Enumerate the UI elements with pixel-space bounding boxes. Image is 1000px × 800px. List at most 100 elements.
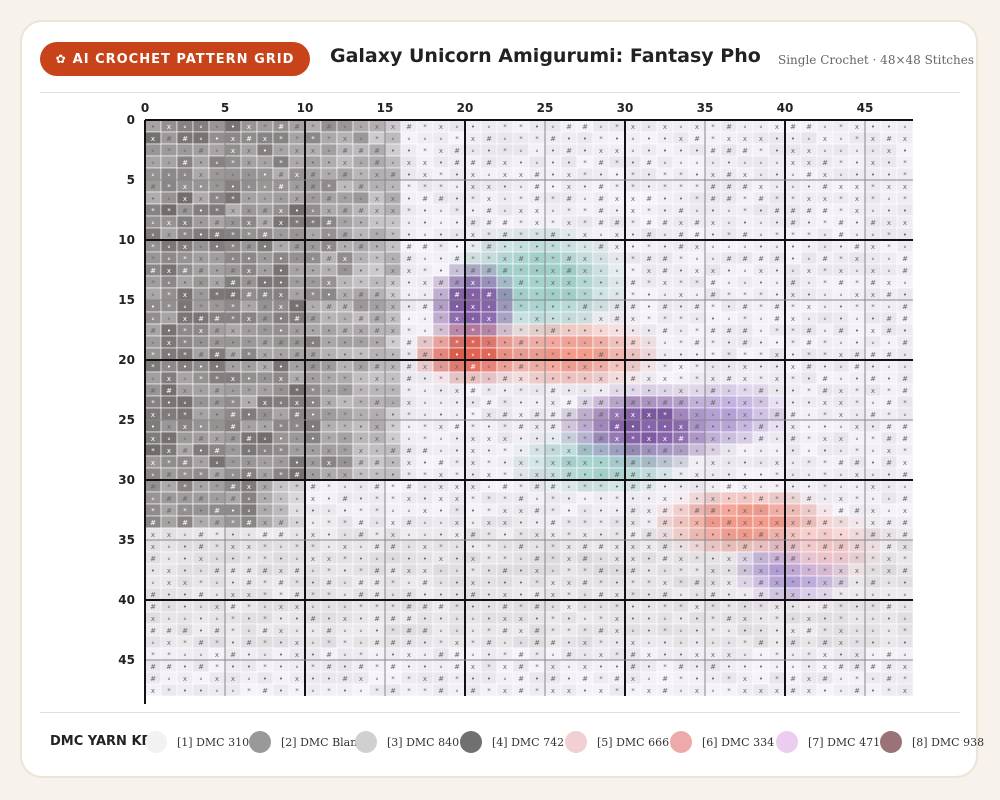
svg-text:∘: ∘ [599,447,603,455]
svg-text:*: * [583,207,587,215]
svg-text:#: # [534,603,540,611]
svg-text:∘: ∘ [311,567,315,575]
svg-text:#: # [790,411,796,419]
svg-text:x: x [391,291,395,299]
svg-text:•: • [295,459,299,467]
svg-text:#: # [246,579,252,587]
svg-text:•: • [631,423,635,431]
svg-text:x: x [839,183,843,191]
svg-text:x: x [375,171,379,179]
svg-text:x: x [615,615,619,623]
svg-text:∘: ∘ [695,591,699,599]
svg-text:*: * [727,231,731,239]
svg-text:∘: ∘ [439,663,443,671]
svg-text:x: x [247,159,251,167]
svg-text:#: # [230,483,236,491]
svg-text:∘: ∘ [279,495,283,503]
svg-text:•: • [423,495,427,503]
legend-item: [2] DMC Blanc [249,731,363,753]
svg-text:∘: ∘ [215,687,219,695]
svg-text:x: x [903,135,907,143]
svg-text:∘: ∘ [807,507,811,515]
svg-text:x: x [583,255,587,263]
svg-text:x: x [199,171,203,179]
svg-text:#: # [294,411,300,419]
svg-text:#: # [534,639,540,647]
svg-text:*: * [823,411,827,419]
svg-text:*: * [807,435,811,443]
legend-label: [2] DMC Blanc [281,736,363,749]
svg-text:∘: ∘ [487,483,491,491]
row-label: 35 [118,533,135,547]
svg-text:•: • [727,435,731,443]
svg-text:x: x [519,207,523,215]
svg-text:#: # [662,519,668,527]
svg-text:*: * [759,291,763,299]
svg-text:∘: ∘ [151,375,155,383]
svg-text:*: * [231,195,235,203]
svg-text:•: • [455,447,459,455]
svg-text:*: * [455,459,459,467]
svg-text:∘: ∘ [519,147,523,155]
svg-text:x: x [439,123,443,131]
svg-text:x: x [231,327,235,335]
svg-text:∘: ∘ [519,243,523,251]
svg-text:*: * [455,471,459,479]
svg-text:#: # [390,615,396,623]
svg-text:*: * [295,483,299,491]
svg-text:#: # [502,231,508,239]
svg-text:∘: ∘ [775,435,779,443]
svg-text:x: x [151,531,155,539]
svg-text:•: • [519,519,523,527]
svg-text:∘: ∘ [615,387,619,395]
svg-text:*: * [423,123,427,131]
svg-text:∘: ∘ [215,255,219,263]
svg-text:•: • [887,207,891,215]
stitch-symbols: • x ∘ ∘ ∘ • x * # # * # ∘ ∘ x x # * x ∘ • ∘ * * • ∘ # # ∘ * x ∘ x ∘ x * # ∘ ∘ x… [150,123,908,695]
legend-label: [5] DMC 666 [597,736,669,749]
svg-text:x: x [855,195,859,203]
svg-text:*: * [247,603,251,611]
svg-text:•: • [327,615,331,623]
svg-text:•: • [247,411,251,419]
svg-text:x: x [263,519,267,527]
svg-text:#: # [710,591,716,599]
svg-text:x: x [823,399,827,407]
svg-text:#: # [358,291,364,299]
svg-text:x: x [327,447,331,455]
svg-text:#: # [534,195,540,203]
svg-text:x: x [871,267,875,275]
svg-text:#: # [150,327,156,335]
svg-text:*: * [183,507,187,515]
svg-text:*: * [663,171,667,179]
svg-text:∘: ∘ [215,159,219,167]
svg-text:*: * [311,543,315,551]
svg-text:x: x [743,615,747,623]
svg-text:#: # [518,687,524,695]
svg-text:•: • [871,123,875,131]
svg-text:#: # [598,159,604,167]
svg-text:•: • [311,507,315,515]
svg-text:x: x [791,159,795,167]
svg-text:#: # [342,675,348,683]
svg-text:#: # [806,495,812,503]
svg-text:•: • [215,135,219,143]
svg-text:#: # [534,555,540,563]
svg-text:∘: ∘ [631,363,635,371]
svg-text:#: # [726,171,732,179]
svg-text:•: • [199,687,203,695]
svg-text:x: x [167,231,171,239]
svg-text:∘: ∘ [567,663,571,671]
svg-text:x: x [455,495,459,503]
svg-text:#: # [598,195,604,203]
svg-text:*: * [727,351,731,359]
svg-text:∘: ∘ [583,507,587,515]
svg-text:*: * [887,387,891,395]
svg-text:x: x [807,267,811,275]
svg-text:#: # [534,507,540,515]
svg-text:#: # [470,591,476,599]
svg-text:x: x [759,519,763,527]
svg-text:*: * [791,327,795,335]
svg-text:•: • [343,567,347,575]
svg-text:∘: ∘ [359,159,363,167]
